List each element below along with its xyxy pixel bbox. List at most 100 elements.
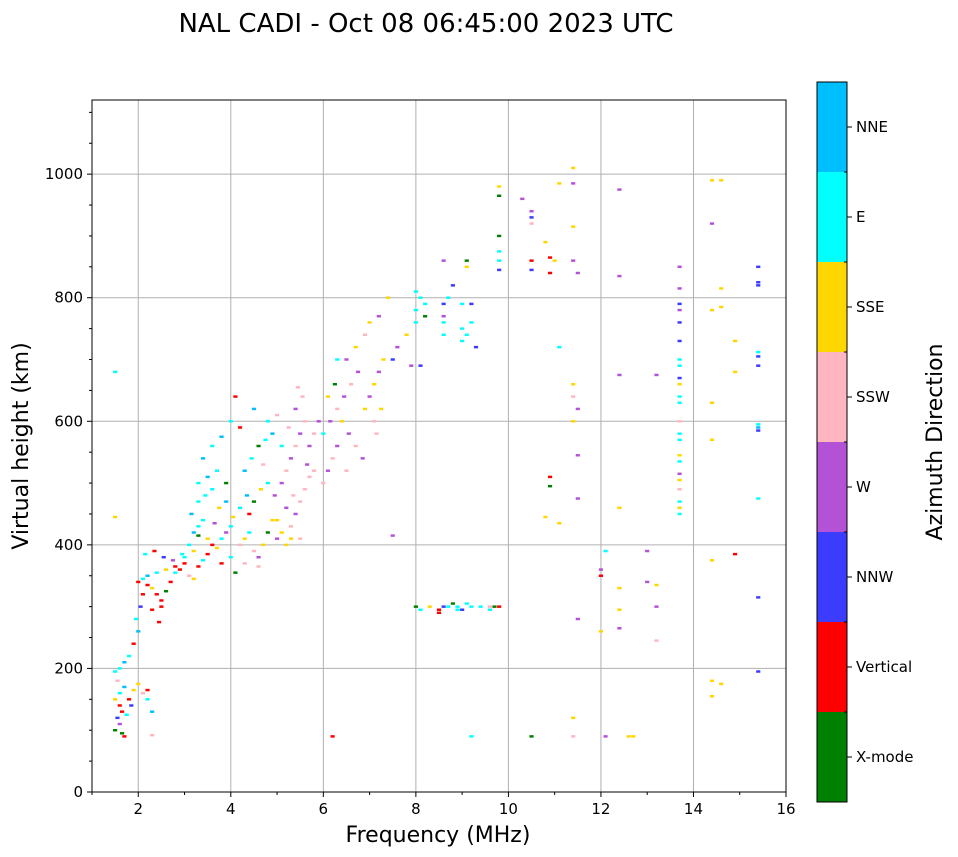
echo-point — [298, 537, 302, 539]
echo-point — [291, 494, 295, 496]
echo-point — [233, 571, 237, 573]
x-tick-label: 16 — [776, 800, 795, 818]
echo-point — [155, 593, 159, 595]
echo-point — [113, 729, 117, 731]
echo-point — [678, 420, 682, 422]
echo-point — [571, 225, 575, 227]
echo-point — [201, 519, 205, 521]
echo-point — [155, 571, 159, 573]
echo-point — [342, 395, 346, 397]
echo-point — [219, 537, 223, 539]
echo-point — [678, 287, 682, 289]
echo-point — [557, 522, 561, 524]
echo-point — [543, 516, 547, 518]
echo-point — [603, 550, 607, 552]
echo-point — [497, 195, 501, 197]
echo-point — [335, 408, 339, 410]
echo-point — [418, 296, 422, 298]
echo-point — [571, 717, 575, 719]
echo-point — [756, 281, 760, 283]
echo-point — [289, 525, 293, 527]
echo-point — [374, 432, 378, 434]
echo-point — [321, 482, 325, 484]
echo-point — [455, 605, 459, 607]
echo-point — [256, 565, 260, 567]
echo-point — [617, 507, 621, 509]
echo-point — [391, 358, 395, 360]
echo-point — [488, 608, 492, 610]
echo-point — [238, 426, 242, 428]
echo-point — [678, 473, 682, 475]
echo-point — [423, 315, 427, 317]
data-points — [113, 167, 760, 738]
echo-point — [678, 439, 682, 441]
echo-point — [284, 507, 288, 509]
echo-point — [252, 500, 256, 502]
echo-point — [678, 479, 682, 481]
echo-point — [719, 179, 723, 181]
grid-lines — [92, 100, 786, 792]
echo-point — [409, 364, 413, 366]
echo-point — [529, 216, 533, 218]
colorbar-tick-label: X-mode — [856, 748, 913, 766]
echo-point — [217, 507, 221, 509]
echo-point — [391, 534, 395, 536]
echo-point — [617, 608, 621, 610]
x-tick-label: 6 — [319, 800, 329, 818]
echo-point — [557, 346, 561, 348]
echo-point — [215, 469, 219, 471]
echo-point — [206, 537, 210, 539]
echo-point — [331, 457, 335, 459]
echo-point — [326, 469, 330, 471]
echo-point — [238, 507, 242, 509]
echo-point — [266, 482, 270, 484]
echo-point — [553, 259, 557, 261]
echo-point — [266, 420, 270, 422]
echo-point — [548, 272, 552, 274]
echo-point — [231, 516, 235, 518]
echo-point — [710, 222, 714, 224]
echo-point — [576, 497, 580, 499]
echo-point — [113, 670, 117, 672]
echo-point — [229, 420, 233, 422]
echo-point — [557, 182, 561, 184]
echo-point — [293, 445, 297, 447]
echo-point — [307, 445, 311, 447]
echo-point — [145, 584, 149, 586]
echo-point — [210, 544, 214, 546]
echo-point — [678, 303, 682, 305]
y-tick-label: 200 — [54, 659, 83, 677]
echo-point — [465, 266, 469, 268]
echo-point — [275, 537, 279, 539]
y-tick-label: 600 — [54, 412, 83, 430]
echo-point — [603, 735, 607, 737]
echo-point — [136, 581, 140, 583]
plot-frame — [92, 100, 786, 792]
echo-point — [187, 575, 191, 577]
echo-point — [129, 704, 133, 706]
echo-point — [127, 698, 131, 700]
echo-point — [451, 602, 455, 604]
echo-point — [599, 575, 603, 577]
echo-point — [571, 383, 575, 385]
echo-point — [465, 334, 469, 336]
echo-point — [678, 402, 682, 404]
echo-point — [180, 553, 184, 555]
echo-point — [333, 383, 337, 385]
echo-point — [756, 266, 760, 268]
echo-point — [756, 596, 760, 598]
echo-point — [529, 210, 533, 212]
echo-point — [256, 445, 260, 447]
echo-point — [654, 584, 658, 586]
echo-point — [645, 550, 649, 552]
echo-point — [143, 553, 147, 555]
echo-point — [284, 469, 288, 471]
echo-point — [298, 432, 302, 434]
echo-point — [141, 593, 145, 595]
echo-point — [192, 578, 196, 580]
azimuth-colorbar: X-modeVerticalNNWWSSWSSEENNE — [817, 82, 913, 802]
echo-point — [488, 605, 492, 607]
echo-point — [182, 556, 186, 558]
echo-point — [293, 408, 297, 410]
echo-point — [326, 395, 330, 397]
